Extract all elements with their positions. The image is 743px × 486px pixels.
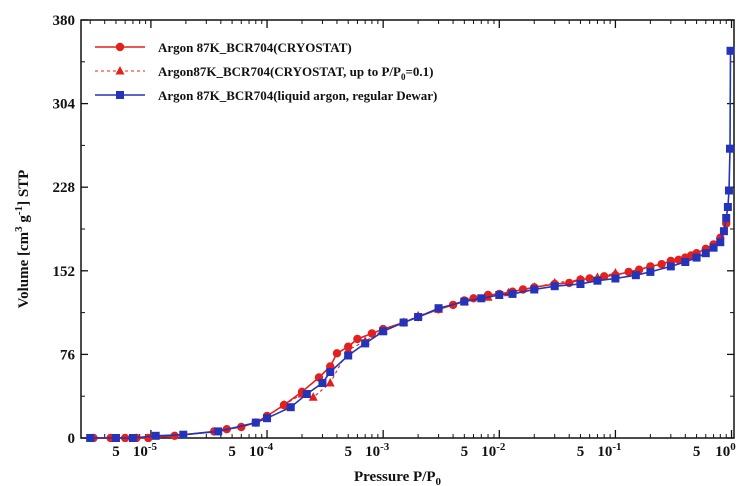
series-liquid-argon-point [508,289,517,298]
series-liquid-argon-point [151,431,160,440]
series-liquid-argon-point [701,249,710,258]
x-minor-tick-label: 5 [693,444,701,460]
x-minor-tick-label: 5 [344,444,352,460]
series-liquid-argon-point [214,427,223,436]
series-liquid-argon-point [111,434,120,442]
series-cryostat-low-point [308,392,318,401]
legend-marker-1-point [115,42,125,52]
y-tick-label: 152 [53,264,76,280]
series-cryostat-point [144,433,153,442]
series-cryostat-line [93,223,727,439]
series-liquid-argon-point [646,267,655,276]
series-group [86,46,735,442]
x-minor-tick-label: 5 [112,444,120,460]
legend-label-3: Argon 87K_BCR704(liquid argon, regular D… [158,88,437,103]
series-liquid-argon-point [716,238,725,247]
series-liquid-argon-point [631,271,640,280]
series-liquid-argon-point [726,144,735,153]
series-liquid-argon-point [379,327,388,336]
series-liquid-argon-point [344,351,353,360]
series-liquid-argon-point [611,274,620,283]
series-liquid-argon-point [414,313,423,321]
series-liquid-argon-point [692,253,701,262]
series-cryostat-point [469,294,478,303]
series-liquid-argon-point [709,243,718,252]
legend-label-2: Argon87K_BCR704(CRYOSTAT, up to P/P0=0.1… [158,64,433,82]
series-liquid-argon-point [722,214,731,222]
series-cryostat-low-point [279,400,289,409]
series-cryostat [89,219,731,442]
y-tick-label: 0 [68,431,76,447]
y-tick-label: 380 [53,13,76,29]
series-liquid-argon-point [86,434,95,442]
y-tick-label: 228 [53,180,76,196]
series-cryostat-point [657,260,666,269]
x-tick-label: 10-5 [133,441,158,460]
series-liquid-argon-point [719,227,728,236]
series-liquid-argon-point [723,203,732,211]
series-layer [86,46,735,442]
x-tick-label: 10-3 [365,441,390,460]
x-minor-tick-label: 5 [461,444,469,460]
plot-area-frame [80,19,735,439]
y-tick-label: 76 [60,347,76,363]
x-tick-label: 10-2 [481,441,506,460]
series-liquid-argon-point [263,414,272,423]
legend-marker-2-point [115,66,125,75]
series-liquid-argon-point [251,418,260,427]
series-liquid-argon-point [326,368,335,376]
x-tick-label: 10-4 [249,441,274,460]
series-liquid-argon-point [286,403,295,412]
series-liquid-argon-point [361,339,370,348]
series-cryostat-point [353,334,362,344]
series-cryostat-low-point [610,268,620,277]
series-liquid-argon-point [530,285,539,294]
series-liquid-argon-line [90,50,732,439]
y-tick-label: 304 [53,97,76,113]
series-liquid-argon-point [477,294,486,303]
x-axis-title: Pressure P/P0 [354,469,442,486]
series-liquid-argon [86,46,735,442]
x-tick-label: 100 [715,441,736,460]
x-tick-label: 10-1 [597,441,621,460]
series-liquid-argon-point [318,379,327,387]
series-cryostat-point [585,274,594,283]
series-cryostat-low-point [325,378,335,387]
legend-marker-3-point [116,91,124,99]
series-liquid-argon-point [576,280,585,288]
series-cryostat-low [279,268,620,409]
series-liquid-argon-point [681,258,690,266]
series-liquid-argon-point [495,291,504,299]
series-cryostat-point [332,349,342,358]
series-liquid-argon-point [128,434,137,442]
series-cryostat-point [624,267,633,277]
legend-label-1: Argon 87K_BCR704(CRYOSTAT) [158,40,352,55]
series-liquid-argon-point [724,186,733,195]
series-liquid-argon-point [550,282,559,291]
legend: Argon 87K_BCR704(CRYOSTAT) Argon87K_BCR70… [95,40,437,103]
series-cryostat-point [674,255,683,264]
series-liquid-argon-point [179,430,188,439]
axis-ticks: 0 76 152 228 304 380 10-5 10-4 10-3 10-2 10-1 100 5 5… [53,13,737,460]
series-liquid-argon-point [434,304,443,313]
series-cryostat-low-point [343,345,353,354]
series-liquid-argon-point [593,276,602,285]
x-minor-tick-label: 5 [577,444,585,460]
series-liquid-argon-point [726,46,735,55]
series-liquid-argon-point [460,297,469,306]
series-liquid-argon-point [399,318,408,327]
series-liquid-argon-point [302,390,311,398]
series-liquid-argon-point [666,262,675,271]
x-minor-tick-label: 5 [228,444,236,460]
y-axis-title: Volume [cm3 g-1] STP [13,170,32,309]
